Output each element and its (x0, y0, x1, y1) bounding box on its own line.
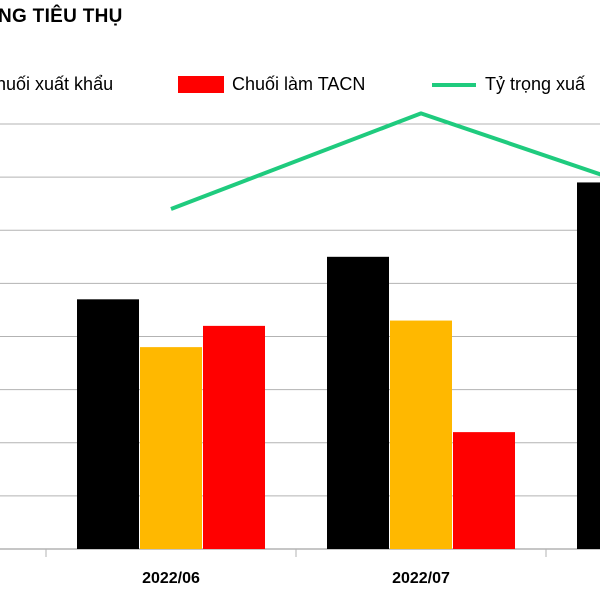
x-tick-label: 2022/06 (142, 570, 200, 587)
bar (577, 182, 600, 549)
bar (140, 347, 202, 549)
legend-label: huối xuất khẩu (0, 74, 114, 94)
chart-legend: huối xuất khẩu Chuối làm TACN Tỷ trọng x… (0, 74, 600, 102)
x-tick-label: 2022/07 (392, 570, 450, 587)
chart-title: NG TIÊU THỤ (0, 6, 123, 27)
legend-item-export-banana: huối xuất khẩu (0, 74, 113, 95)
series-line (170, 111, 600, 211)
legend-item-export-share: Tỷ trọng xuấ (432, 74, 585, 95)
legend-label: Chuối làm TACN (232, 74, 366, 94)
legend-label: Tỷ trọng xuấ (485, 74, 586, 94)
bar (327, 256, 389, 549)
legend-line-swatch (432, 82, 476, 87)
bar (203, 325, 265, 549)
bar (77, 299, 139, 549)
bar (390, 320, 452, 549)
bar (453, 432, 515, 549)
legend-item-feed-banana: Chuối làm TACN (178, 74, 365, 95)
legend-swatch (178, 76, 224, 93)
